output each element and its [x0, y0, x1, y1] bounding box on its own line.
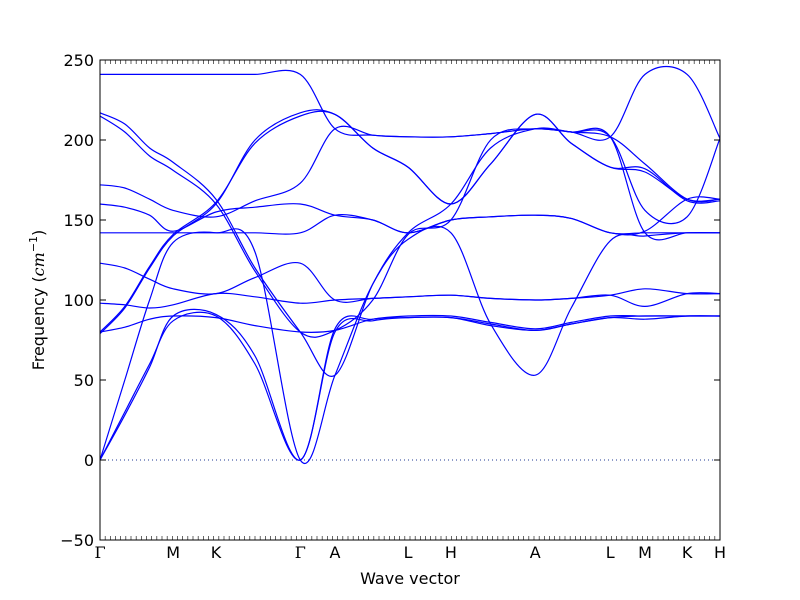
x-axis-label: Wave vector: [360, 569, 460, 588]
x-tick-label: M: [638, 543, 652, 562]
phonon-branch-line: [99, 110, 721, 333]
y-tick-label: 0: [84, 451, 94, 470]
x-tick-label: K: [211, 543, 222, 562]
x-tick-label: K: [682, 543, 693, 562]
x-tick-label: Γ: [295, 543, 306, 562]
y-axis-label-prefix: Frequency (: [29, 276, 48, 370]
y-tick-label: 150: [63, 211, 94, 230]
y-tick-label: 50: [74, 371, 94, 390]
y-axis-label-unit: cm: [29, 252, 48, 276]
x-tick-label: A: [330, 543, 341, 562]
x-tick-label: A: [530, 543, 541, 562]
y-tick-label: 200: [63, 131, 94, 150]
y-axis-label-suffix: ): [29, 230, 48, 236]
phonon-branch-line: [99, 292, 721, 309]
x-tick-label: L: [606, 543, 615, 562]
x-tick-label: Γ: [94, 543, 105, 562]
y-tick-label: 250: [63, 51, 94, 70]
x-tick-label: M: [166, 543, 180, 562]
x-tick-label: L: [404, 543, 413, 562]
phonon-branch-line: [99, 125, 721, 225]
phonon-branch-line: [100, 214, 720, 235]
y-axis-label-exp: −1: [27, 236, 40, 252]
phonon-branches: [99, 65, 721, 464]
x-tick-label: H: [445, 543, 457, 562]
y-tick-label: −50: [60, 531, 94, 550]
phonon-branch-line: [99, 315, 720, 334]
x-tick-label: H: [714, 543, 726, 562]
y-axis-ticks: −50 0 50 100 150 200 250: [60, 51, 720, 550]
phonon-branch-line: [99, 112, 720, 378]
y-tick-label: 100: [63, 291, 94, 310]
y-axis-label: Frequency (cm−1): [27, 230, 48, 371]
plot-background: [100, 60, 720, 540]
